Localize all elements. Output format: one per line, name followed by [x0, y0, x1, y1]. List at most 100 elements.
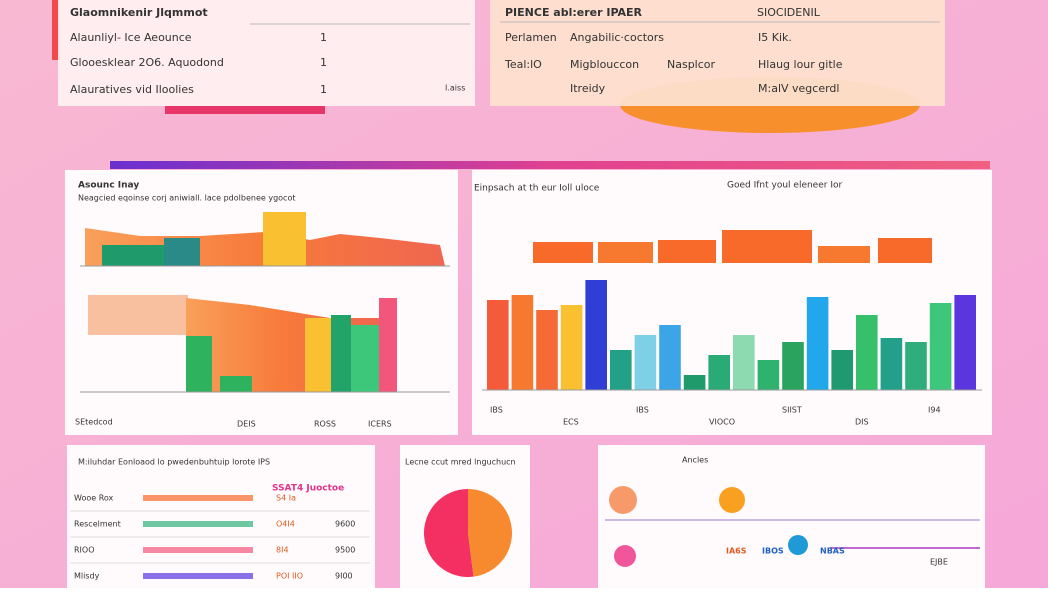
row-label: RIOO	[74, 546, 95, 555]
row-value: 9600	[335, 520, 355, 529]
bar	[511, 295, 534, 390]
bar	[806, 297, 829, 390]
row-bar	[143, 573, 253, 579]
axis-label: DIS	[855, 418, 869, 427]
panel	[598, 445, 985, 588]
stat-label: SIOCIDENIL	[757, 6, 821, 19]
cell: Hlaug lour gitle	[758, 58, 843, 71]
bar	[880, 338, 903, 390]
axis-label: ROSS	[314, 420, 336, 429]
bar	[610, 350, 632, 390]
axis-label: SIIST	[782, 406, 802, 415]
bar	[536, 310, 558, 390]
note: I.aiss	[445, 84, 465, 93]
axis-label: ECS	[563, 418, 579, 427]
band	[598, 242, 653, 263]
bar	[487, 300, 509, 390]
band	[878, 238, 932, 263]
panel	[67, 445, 375, 588]
pie-slice	[468, 489, 513, 577]
block	[102, 245, 164, 266]
row-value: 1	[320, 31, 327, 44]
bar	[634, 335, 657, 390]
row-value: S4 Ia	[276, 494, 296, 503]
panel-subtitle: Goed Ifnt youl eleneer Ior	[727, 181, 842, 191]
row-label: Glooesklear 2O6. Aquodond	[70, 56, 224, 69]
block	[263, 212, 306, 266]
row-value: 9500	[335, 546, 355, 555]
panel-subtitle: Neagcied eqoinse corj aniwiall. lace pdo…	[78, 194, 295, 203]
cell: Migblouccon	[570, 58, 639, 71]
time-label: IBOS	[762, 547, 784, 556]
block	[220, 376, 252, 392]
bar	[831, 350, 853, 390]
cell: Nasplcor	[667, 58, 716, 71]
axis-label: IBS	[490, 406, 503, 415]
time-label: IA6S	[726, 547, 747, 556]
row-bar	[143, 521, 253, 527]
event-dot	[719, 487, 745, 513]
accent	[52, 0, 60, 60]
block	[379, 298, 397, 392]
band	[722, 230, 812, 263]
cell: Perlamen	[505, 31, 557, 44]
accent	[165, 106, 325, 114]
axis-label: SEtedcod	[75, 418, 113, 427]
block	[351, 325, 379, 392]
cell: Itreidy	[570, 82, 606, 95]
row-label: Wooe Rox	[74, 494, 114, 503]
row-value: 9I00	[335, 572, 353, 581]
bar	[929, 303, 952, 390]
block	[186, 336, 212, 392]
bar	[708, 355, 730, 390]
cell: Angabilic·coctors	[570, 31, 664, 44]
pie	[424, 489, 513, 577]
row-label: Alaunliyl- Ice Aeounce	[70, 31, 192, 44]
bar	[757, 360, 780, 390]
axis-label: ICERS	[368, 420, 392, 429]
axis-label: I94	[928, 406, 941, 415]
event-dot	[788, 535, 808, 555]
bar	[585, 280, 607, 390]
panel-title: Asounc Inay	[78, 181, 139, 191]
bar	[954, 295, 976, 390]
band	[658, 240, 716, 263]
panel	[490, 0, 945, 106]
panel-title: M:iluhdar Eonloaod lo pwedenbuhtuip loro…	[78, 458, 270, 467]
event-dot	[614, 545, 636, 567]
block	[164, 238, 200, 266]
row-value: 1	[320, 83, 327, 96]
panel	[472, 170, 992, 435]
bar	[560, 305, 583, 390]
row-bar	[143, 547, 253, 553]
row-value: 1	[320, 56, 327, 69]
cell: M:alV vegcerdl	[758, 82, 839, 95]
block	[88, 295, 188, 335]
axis-label: IBS	[636, 406, 649, 415]
panel	[58, 0, 475, 106]
panel-title: Lecne ccut mred lnguchucn	[405, 458, 516, 467]
panel-title: Einpsach at th eur Ioll uloce	[474, 184, 600, 194]
stripe	[110, 161, 990, 169]
row-label: Mlisdy	[74, 572, 100, 581]
axis-label: DEIS	[237, 420, 256, 429]
row-value: 8I4	[276, 546, 289, 555]
bar	[856, 315, 878, 390]
bar	[659, 325, 681, 390]
row-bar	[143, 495, 253, 501]
band	[533, 242, 593, 263]
time-label: NBAS	[820, 547, 845, 556]
panel-title: Ancles	[682, 456, 708, 465]
axis-label: VIOCO	[709, 418, 735, 427]
event-dot	[609, 486, 637, 514]
bar	[905, 342, 927, 390]
row-label: Alauratives vid Iloolies	[70, 83, 194, 96]
block	[331, 315, 351, 392]
bar	[683, 375, 706, 390]
row-label: Rescelment	[74, 520, 121, 529]
bar	[782, 342, 804, 390]
time-label: EJBE	[930, 558, 948, 567]
pie-slice	[424, 489, 474, 577]
